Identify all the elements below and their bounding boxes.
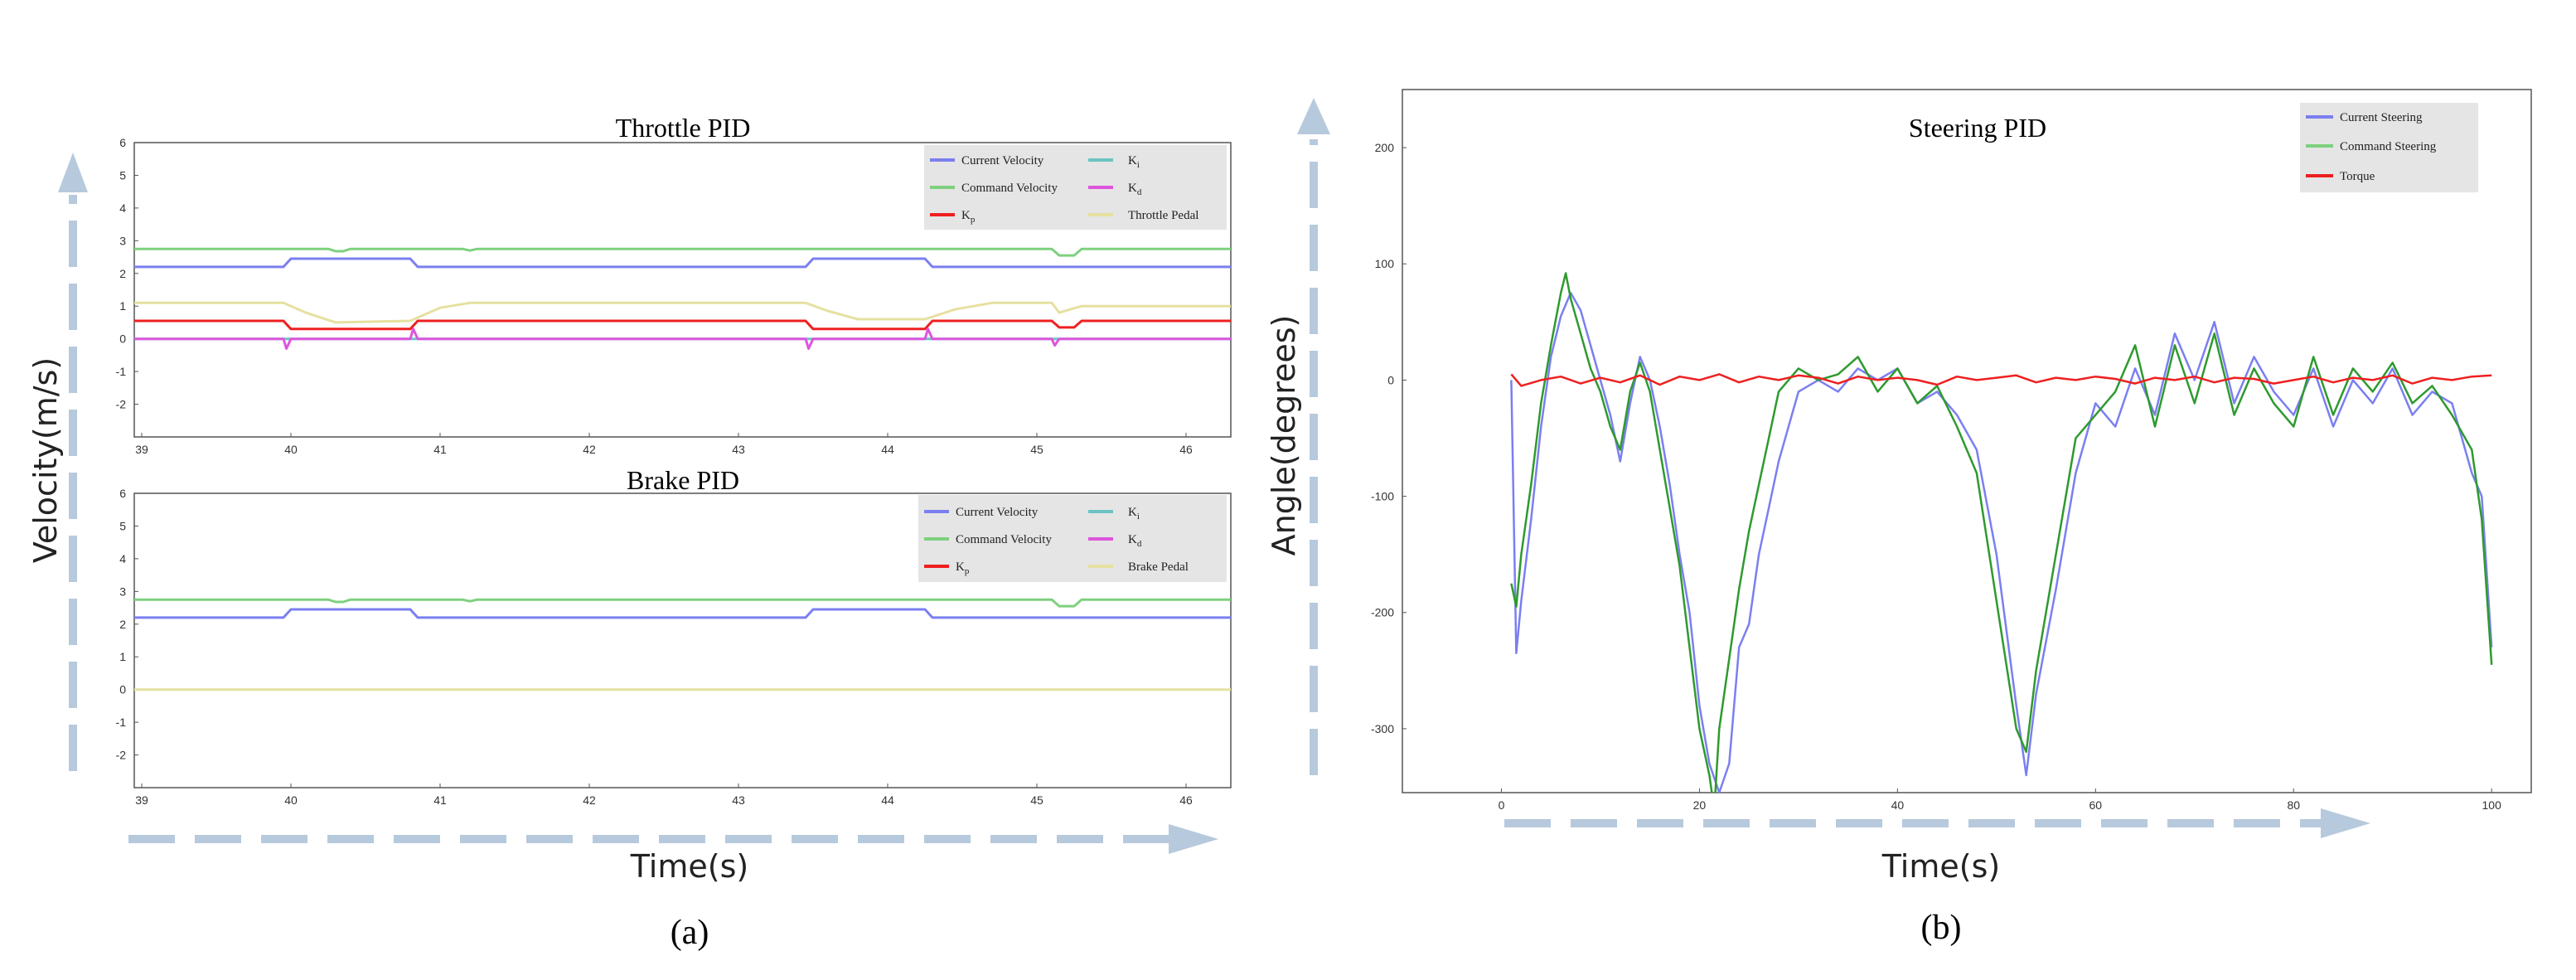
brake-legend-label-0: Current Velocity bbox=[956, 506, 1039, 519]
throttle-series bbox=[134, 247, 1231, 350]
throttle-legend-label-0: Current Velocity bbox=[961, 154, 1044, 167]
brake-legend-box bbox=[918, 495, 1227, 582]
throttle-series-4 bbox=[134, 327, 1231, 350]
throttle-ytick-label-4: 2 bbox=[119, 267, 126, 280]
steering-ytick-label-2: -100 bbox=[1371, 490, 1394, 503]
panel-a-x-axis-label: Time(s) bbox=[630, 848, 748, 885]
steering-tick-labels: 0 20 40 60 80 100 -300 -200 -100 0 100 200 bbox=[1371, 141, 2501, 812]
steering-plot-frame bbox=[1402, 89, 2532, 793]
throttle-xtick-label-1: 40 bbox=[284, 443, 298, 456]
panel-a-caption: (a) bbox=[671, 914, 709, 952]
panel-a-y-axis-label: Velocity(m/s) bbox=[27, 357, 64, 563]
throttle-xtick-label-2: 41 bbox=[433, 443, 447, 456]
steering-legend-label-0: Current Steering bbox=[2340, 111, 2423, 124]
brake-xtick-label-0: 39 bbox=[135, 793, 148, 807]
brake-ytick-label-8: 6 bbox=[119, 487, 126, 500]
throttle-ytick-label-3: 1 bbox=[119, 299, 126, 313]
brake-legend-label-3: Ki bbox=[1128, 506, 1140, 522]
throttle-legend-label-5: Throttle Pedal bbox=[1128, 209, 1198, 222]
throttle-xtick-label-6: 45 bbox=[1030, 443, 1043, 456]
throttle-plot-frame bbox=[133, 142, 1232, 438]
throttle-ytick-label-5: 3 bbox=[119, 234, 126, 247]
steering-ytick-label-3: 0 bbox=[1387, 373, 1394, 386]
brake-legend-label-5: Brake Pedal bbox=[1128, 560, 1189, 574]
steering-legend-label-2: Torque bbox=[2340, 170, 2375, 183]
steering-xtick-label-3: 60 bbox=[2089, 798, 2103, 812]
throttle-legend-box bbox=[924, 145, 1227, 230]
brake-xtick-label-4: 43 bbox=[732, 793, 745, 807]
brake-ytick-label-7: 5 bbox=[119, 519, 126, 532]
steering-series bbox=[1510, 272, 2493, 793]
throttle-series-1 bbox=[134, 247, 1231, 257]
brake-ytick-label-3: 1 bbox=[119, 650, 126, 663]
panel-a-x-arrow bbox=[128, 824, 1218, 854]
panel-b-caption: (b) bbox=[1921, 909, 1962, 947]
steering-legend: Current Steering Command Steering Torque bbox=[2300, 103, 2478, 192]
brake-ytick-label-4: 2 bbox=[119, 618, 126, 631]
brake-xtick-label-5: 44 bbox=[881, 793, 894, 807]
brake-ytick-label-1: -1 bbox=[116, 716, 127, 729]
steering-title: Steering PID bbox=[1909, 113, 2046, 143]
steering-xtick-label-4: 80 bbox=[2287, 798, 2300, 812]
steering-series-2 bbox=[1510, 373, 2492, 387]
steering-series-0 bbox=[1510, 292, 2493, 793]
brake-xtick-label-6: 45 bbox=[1030, 793, 1043, 807]
panel-b-y-arrow bbox=[1297, 98, 1330, 775]
throttle-chart: Throttle PID 39 40 41 42 43 44 45 46-2-10123456… bbox=[116, 113, 1232, 456]
brake-series-1 bbox=[134, 598, 1231, 608]
throttle-ytick-label-2: 0 bbox=[119, 332, 126, 346]
steering-series-1 bbox=[1510, 272, 2493, 793]
panel-b-x-axis-label: Time(s) bbox=[1881, 848, 2000, 885]
panel-b-y-axis-label: Angle(degrees) bbox=[1266, 315, 1302, 556]
steering-chart: 0 20 40 60 80 100 -300 -200 -100 0 100 200 Steering… bbox=[1371, 89, 2532, 812]
brake-ytick-label-2: 0 bbox=[119, 683, 126, 696]
brake-series-0 bbox=[134, 608, 1231, 619]
steering-xtick-label-2: 40 bbox=[1891, 798, 1905, 812]
throttle-ytick-label-0: -2 bbox=[116, 398, 127, 411]
brake-series bbox=[134, 598, 1231, 691]
brake-ytick-label-5: 3 bbox=[119, 585, 126, 598]
throttle-title: Throttle PID bbox=[616, 113, 751, 143]
throttle-xtick-label-0: 39 bbox=[135, 443, 148, 456]
brake-xtick-label-2: 41 bbox=[433, 793, 447, 807]
steering-xtick-label-0: 0 bbox=[1499, 798, 1505, 812]
brake-plot-frame bbox=[133, 492, 1232, 788]
throttle-xtick-label-5: 44 bbox=[881, 443, 894, 456]
throttle-series-5 bbox=[134, 301, 1231, 324]
throttle-xtick-label-7: 46 bbox=[1179, 443, 1193, 456]
brake-legend-label-1: Command Velocity bbox=[956, 533, 1052, 546]
steering-xtick-label-5: 100 bbox=[2482, 798, 2502, 812]
throttle-series-0 bbox=[134, 257, 1231, 269]
steering-ytick-label-5: 200 bbox=[1375, 141, 1395, 154]
throttle-legend: Current Velocity Command Velocity Kp Ki … bbox=[924, 145, 1227, 230]
steering-xtick-label-1: 20 bbox=[1693, 798, 1707, 812]
steering-legend-label-1: Command Steering bbox=[2340, 140, 2437, 153]
steering-ytick-label-1: -200 bbox=[1371, 606, 1394, 619]
brake-ytick-label-6: 4 bbox=[119, 552, 126, 565]
brake-xtick-label-3: 42 bbox=[583, 793, 596, 807]
throttle-ytick-label-1: -1 bbox=[116, 365, 127, 378]
brake-title: Brake PID bbox=[627, 465, 739, 495]
brake-ytick-label-0: -2 bbox=[116, 749, 127, 762]
brake-xtick-label-1: 40 bbox=[284, 793, 298, 807]
steering-ytick-label-4: 100 bbox=[1375, 257, 1395, 270]
throttle-legend-label-1: Command Velocity bbox=[961, 182, 1058, 195]
throttle-legend-label-3: Ki bbox=[1128, 154, 1140, 170]
throttle-xtick-label-4: 43 bbox=[732, 443, 745, 456]
brake-xtick-label-7: 46 bbox=[1179, 793, 1193, 807]
throttle-ytick-label-6: 4 bbox=[119, 201, 126, 215]
steering-ytick-label-0: -300 bbox=[1371, 722, 1394, 735]
throttle-xtick-label-3: 42 bbox=[583, 443, 596, 456]
throttle-ytick-label-7: 5 bbox=[119, 168, 126, 182]
brake-legend: Current Velocity Command Velocity Kp Ki … bbox=[918, 495, 1227, 582]
throttle-ytick-label-8: 6 bbox=[119, 136, 126, 149]
panel-a-y-arrow bbox=[58, 153, 88, 771]
throttle-series-2 bbox=[134, 319, 1231, 331]
panel-b-x-arrow bbox=[1504, 808, 2370, 838]
